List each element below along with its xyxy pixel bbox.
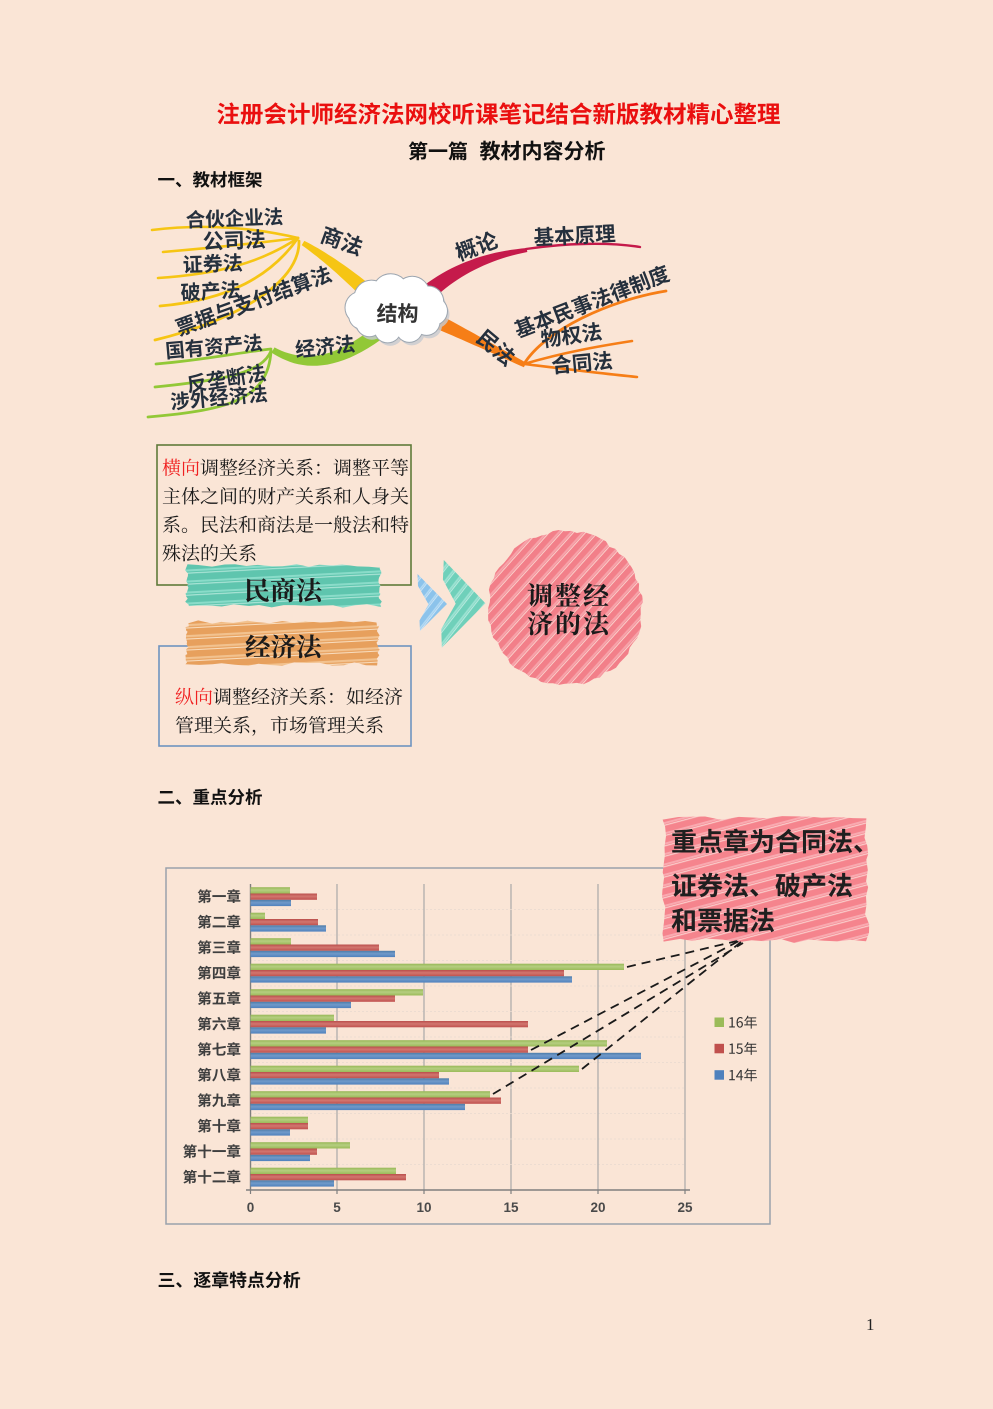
svg-text:5: 5 — [333, 1200, 341, 1215]
svg-text:15: 15 — [503, 1200, 519, 1215]
svg-text:1: 1 — [866, 1315, 875, 1334]
svg-text:20: 20 — [590, 1200, 605, 1215]
svg-text:25: 25 — [677, 1200, 693, 1215]
svg-text:10: 10 — [416, 1200, 431, 1215]
svg-text:0: 0 — [247, 1200, 255, 1215]
